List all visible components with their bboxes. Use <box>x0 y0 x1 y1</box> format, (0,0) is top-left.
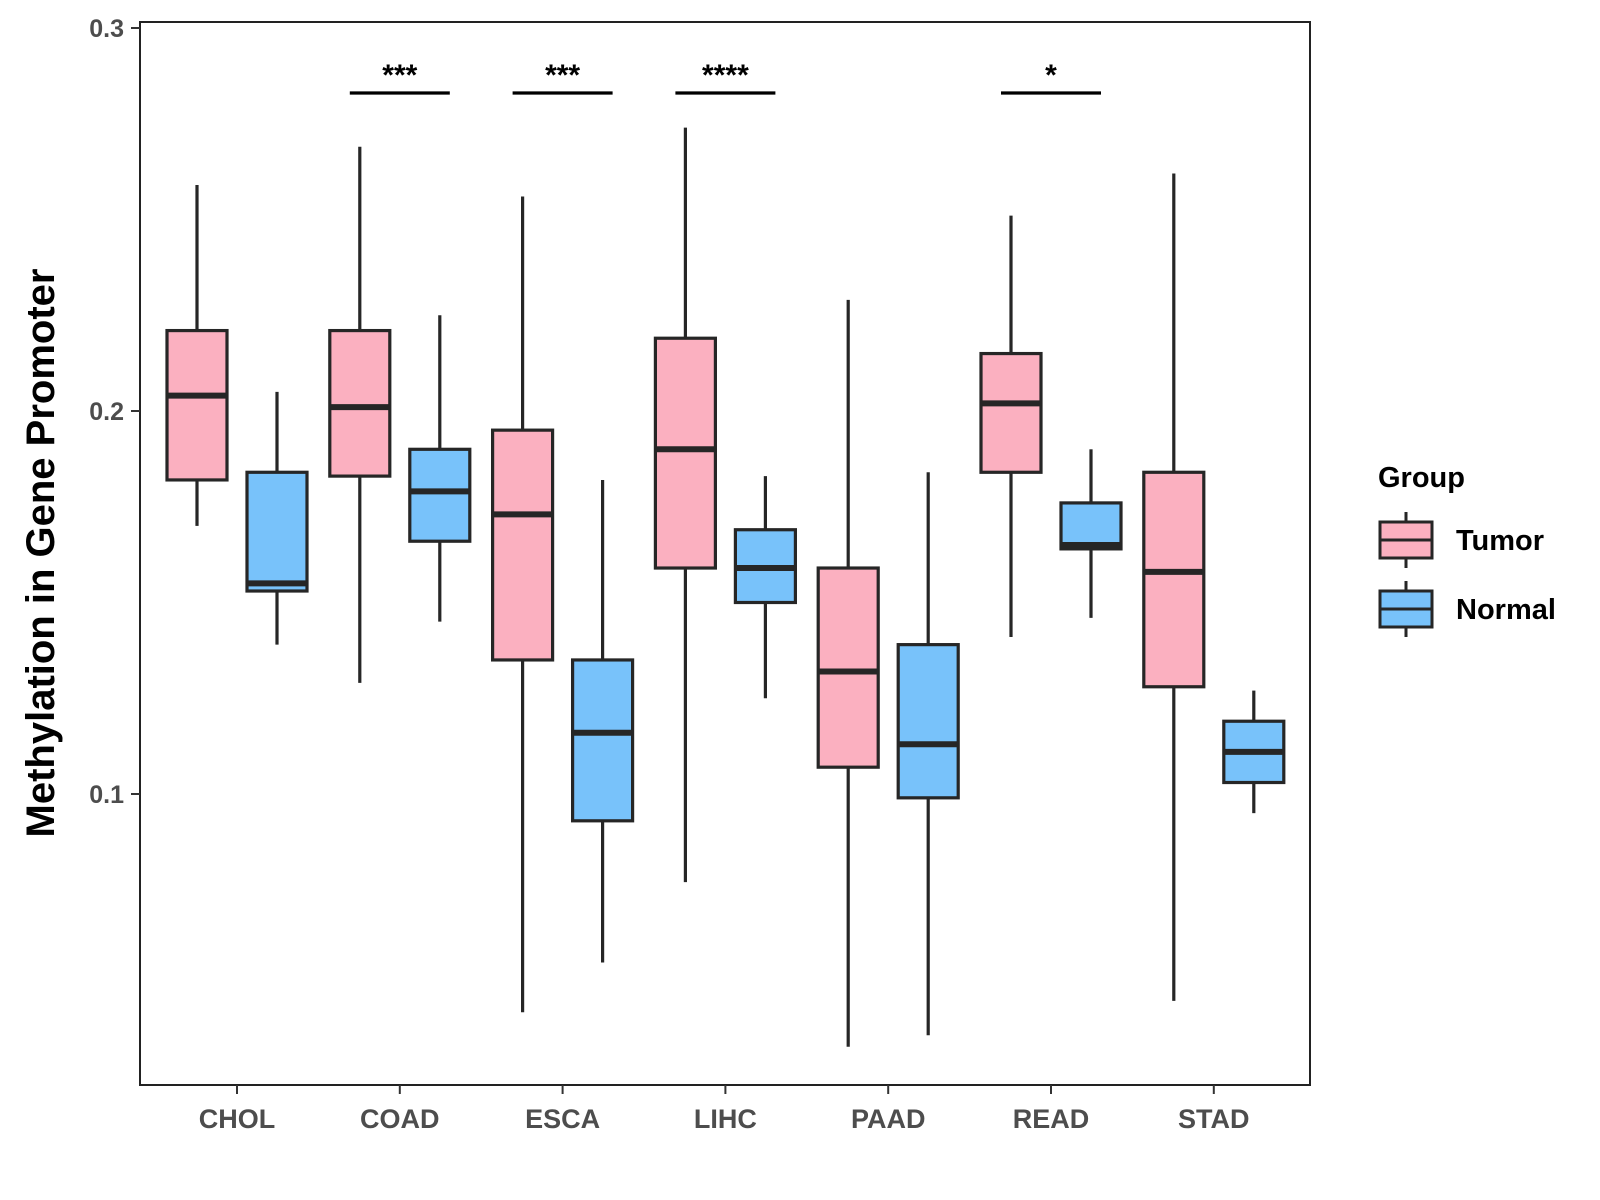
box-tumor-coad <box>328 146 392 683</box>
box-normal-stad <box>1222 690 1286 814</box>
y-tick-label: 0.2 <box>89 398 124 426</box>
plot-panel <box>139 21 1311 1086</box>
x-tick-label: COAD <box>360 1104 440 1134</box>
legend-title: Group <box>1378 462 1465 494</box>
significance-annotations: *** *** **** * <box>349 59 1101 95</box>
x-tick-label: ESCA <box>525 1104 600 1134</box>
box-tumor-lihc <box>653 127 718 883</box>
significance-label: *** <box>545 59 580 92</box>
box-group <box>165 127 1286 1047</box>
y-tick-label: 0.3 <box>89 15 124 43</box>
box-body <box>896 643 960 800</box>
x-tick-label: STAD <box>1178 1104 1250 1134</box>
box-body <box>165 328 229 482</box>
box-tumor-read <box>979 215 1043 637</box>
box-body <box>491 428 555 662</box>
y-axis-title: Methylation in Gene Promoter <box>19 269 63 838</box>
box-normal-paad <box>896 472 960 1036</box>
legend-label-tumor: Tumor <box>1456 525 1544 557</box>
box-body <box>245 470 309 593</box>
x-tick-label: READ <box>1013 1104 1090 1134</box>
box-tumor-paad <box>816 299 880 1047</box>
significance-label: **** <box>702 59 749 92</box>
y-axis: 0.1 0.2 0.3 <box>89 15 140 809</box>
box-body <box>979 351 1043 474</box>
box-body <box>816 566 880 769</box>
x-tick-label: LIHC <box>694 1104 757 1134</box>
box-normal-esca <box>570 479 635 963</box>
box-body <box>653 336 718 570</box>
legend-label-normal: Normal <box>1456 594 1556 626</box>
x-tick-label: PAAD <box>851 1104 926 1134</box>
significance-label: * <box>1045 59 1057 92</box>
x-tick-label: CHOL <box>199 1104 276 1134</box>
box-body <box>1142 470 1206 689</box>
significance-label: *** <box>382 59 417 92</box>
box-tumor-stad <box>1142 173 1206 1001</box>
box-body <box>408 447 472 543</box>
box-tumor-chol <box>165 185 229 526</box>
box-body <box>328 328 392 478</box>
legend: Group Tumor Normal <box>1378 462 1556 637</box>
box-body <box>1059 501 1123 551</box>
box-normal-lihc <box>733 476 798 699</box>
y-tick-label: 0.1 <box>89 781 124 809</box>
x-axis: CHOL COAD ESCA LIHC PAAD READ STAD <box>199 1085 1250 1134</box>
box-normal-chol <box>245 391 309 645</box>
box-tumor-esca <box>491 196 555 1013</box>
box-body <box>570 658 635 823</box>
box-normal-coad <box>408 315 472 622</box>
box-normal-read <box>1059 449 1123 618</box>
